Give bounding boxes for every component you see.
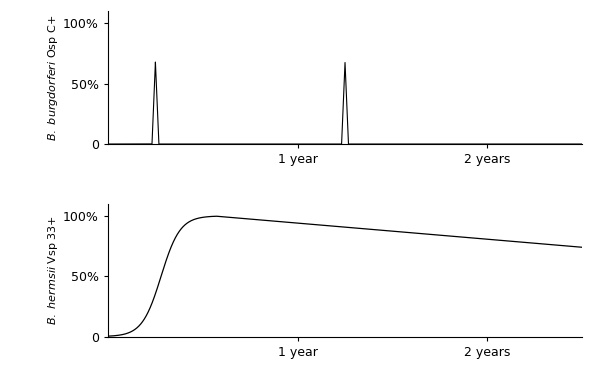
Y-axis label: $\mathit{B.\ burgdorferi}$ Osp C+: $\mathit{B.\ burgdorferi}$ Osp C+ [46,15,61,141]
Y-axis label: $\mathit{B.\ hermsii}$ Vsp 33+: $\mathit{B.\ hermsii}$ Vsp 33+ [46,215,61,325]
